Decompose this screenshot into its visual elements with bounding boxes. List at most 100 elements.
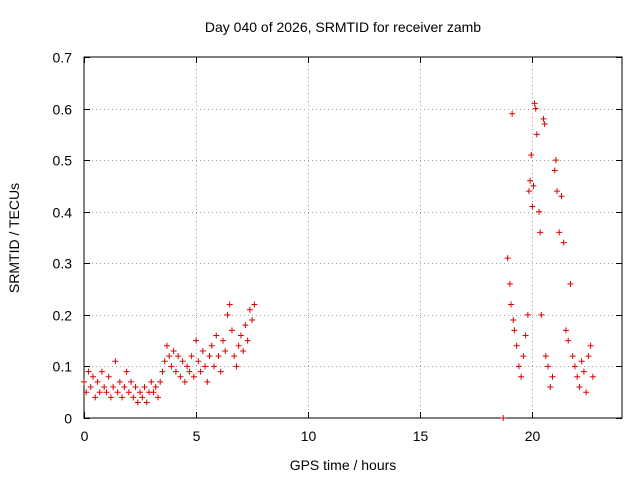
data-point	[532, 105, 539, 112]
data-point	[531, 100, 538, 107]
data-point	[121, 384, 128, 391]
data-point	[197, 368, 204, 375]
data-point	[513, 342, 520, 349]
x-tick-label: 5	[193, 428, 201, 444]
data-point	[528, 151, 535, 158]
data-point	[137, 389, 144, 396]
data-point	[527, 177, 534, 184]
data-point	[105, 373, 112, 380]
x-axis-label: GPS time / hours	[290, 457, 397, 473]
data-point	[556, 229, 563, 236]
data-point	[226, 301, 233, 308]
data-point	[576, 384, 583, 391]
data-point	[130, 394, 137, 401]
data-point	[92, 394, 99, 401]
data-point	[170, 347, 177, 354]
data-point	[134, 399, 141, 406]
data-point	[536, 208, 543, 215]
data-point	[125, 389, 132, 396]
data-point	[558, 193, 565, 200]
x-tick-label: 20	[525, 428, 541, 444]
data-point	[540, 115, 547, 122]
x-tick-label: 10	[301, 428, 317, 444]
data-point	[172, 368, 179, 375]
data-point	[141, 384, 148, 391]
data-point	[148, 378, 155, 385]
data-point	[545, 363, 552, 370]
chart-title: Day 040 of 2026, SRMTID for receiver zam…	[205, 19, 481, 35]
data-point	[522, 332, 529, 339]
data-point	[204, 378, 211, 385]
data-point	[506, 280, 513, 287]
data-point	[228, 327, 235, 334]
x-tick-label: 0	[81, 428, 89, 444]
data-point	[541, 121, 548, 128]
data-point	[154, 394, 161, 401]
data-point	[529, 203, 536, 210]
data-point	[552, 157, 559, 164]
data-point	[107, 394, 114, 401]
data-point	[237, 332, 244, 339]
data-point	[81, 378, 87, 385]
data-point	[132, 384, 139, 391]
data-point	[249, 317, 256, 324]
data-point	[211, 363, 218, 370]
data-point	[163, 342, 170, 349]
data-point	[518, 373, 525, 380]
data-point	[551, 167, 558, 174]
data-point	[159, 368, 166, 375]
y-tick-labels: 0 0.1 0.2 0.3 0.4 0.5 0.6 0.7	[53, 50, 73, 427]
data-point	[587, 342, 594, 349]
data-point	[85, 368, 92, 375]
data-point	[562, 327, 569, 334]
data-point	[511, 327, 518, 334]
data-point	[98, 368, 105, 375]
data-point	[589, 373, 596, 380]
data-point	[152, 384, 159, 391]
data-point	[139, 394, 146, 401]
data-point	[233, 363, 240, 370]
data-point	[179, 358, 186, 365]
data-point	[161, 358, 168, 365]
data-point	[114, 389, 121, 396]
y-tick-label: 0.3	[53, 256, 73, 272]
data-point	[119, 394, 126, 401]
data-point	[166, 353, 173, 360]
data-point	[525, 188, 532, 195]
data-point	[242, 322, 249, 329]
y-tick-label: 0	[64, 411, 72, 427]
data-point	[508, 301, 515, 308]
data-point	[520, 353, 527, 360]
data-point	[533, 131, 540, 138]
data-point	[195, 358, 202, 365]
data-point	[574, 373, 581, 380]
ticks	[84, 57, 622, 419]
data-point	[199, 347, 206, 354]
data-point	[193, 337, 200, 344]
y-tick-label: 0.5	[53, 153, 73, 169]
data-points	[81, 100, 596, 421]
data-point	[547, 384, 554, 391]
data-point	[224, 311, 231, 318]
data-point	[213, 332, 220, 339]
data-point	[222, 347, 229, 354]
y-axis-label: SRMTID / TECUs	[6, 183, 22, 293]
data-point	[110, 384, 117, 391]
data-point	[89, 373, 96, 380]
y-tick-label: 0.7	[53, 50, 73, 66]
data-point	[542, 353, 549, 360]
data-point	[524, 311, 531, 318]
y-tick-label: 0.6	[53, 102, 73, 118]
data-point	[208, 342, 215, 349]
data-point	[509, 110, 516, 117]
data-point	[206, 353, 213, 360]
data-point	[231, 353, 238, 360]
data-point	[538, 311, 545, 318]
data-point	[103, 389, 110, 396]
data-point	[504, 255, 511, 262]
data-point	[157, 378, 164, 385]
data-point	[181, 378, 188, 385]
grid	[84, 57, 622, 418]
data-point	[150, 389, 157, 396]
data-point	[571, 363, 578, 370]
